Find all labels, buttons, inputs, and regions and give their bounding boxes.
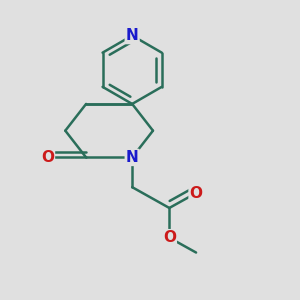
Text: O: O: [190, 186, 202, 201]
Text: O: O: [41, 150, 54, 165]
Text: O: O: [163, 230, 176, 245]
Text: N: N: [126, 150, 139, 165]
Text: N: N: [126, 28, 139, 43]
